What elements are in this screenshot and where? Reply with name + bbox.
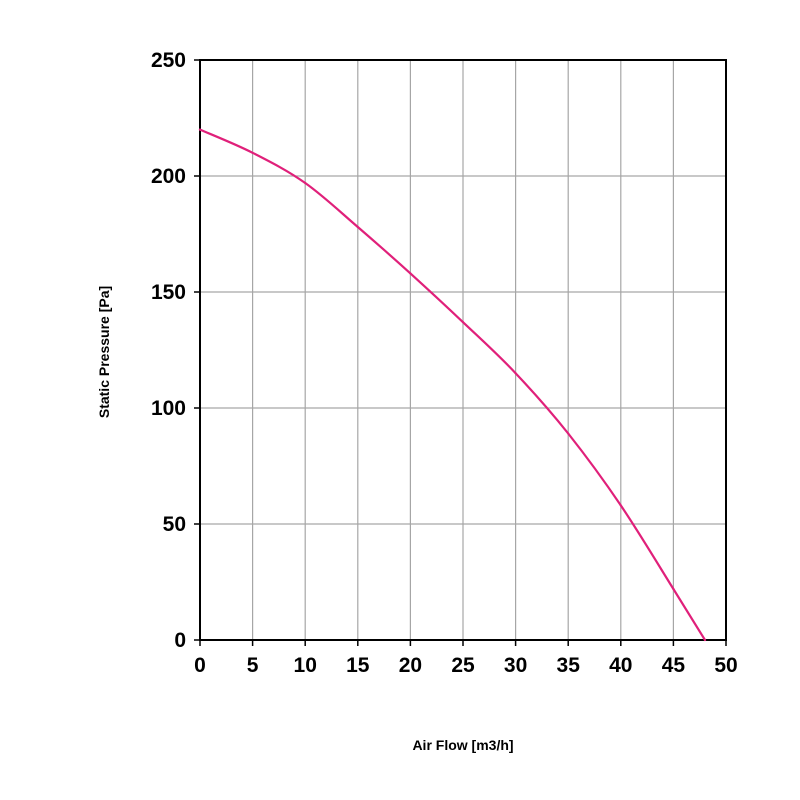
pressure-curve-point — [409, 272, 412, 275]
x-tick-label: 30 — [504, 654, 527, 677]
x-tick-label: 20 — [399, 654, 422, 677]
series-layer — [198, 128, 707, 642]
x-axis-title: Air Flow [m3/h] — [412, 737, 513, 753]
pressure-curve-line — [198, 128, 707, 642]
y-tick-label: 250 — [151, 49, 186, 72]
x-tick-label: 5 — [247, 654, 259, 677]
x-tick-label: 15 — [346, 654, 370, 677]
y-tick-label: 0 — [174, 629, 186, 652]
pressure-curve-point — [567, 432, 570, 435]
y-axis-title: Static Pressure [Pa] — [96, 286, 112, 418]
y-tick-label: 150 — [151, 281, 186, 304]
pressure-curve-point — [251, 151, 254, 154]
y-tick-label: 200 — [151, 165, 186, 188]
pressure-curve-point — [619, 504, 622, 507]
pressure-curve-point — [304, 181, 307, 185]
x-tick-label: 40 — [609, 654, 632, 677]
x-tick-label: 50 — [714, 654, 737, 677]
pressure-curve-point — [514, 372, 517, 375]
y-axis-ticks: 0 50 100 150 200 250 — [151, 49, 200, 652]
pressure-curve-point — [198, 128, 202, 131]
pressure-curve-point — [672, 587, 675, 591]
y-tick-label: 100 — [151, 397, 186, 420]
x-tick-label: 35 — [557, 654, 581, 677]
x-tick-label: 10 — [294, 654, 317, 677]
pressure-curve-point — [356, 225, 359, 229]
x-tick-label: 0 — [194, 654, 206, 677]
grid — [199, 59, 727, 641]
x-tick-label: 45 — [662, 654, 686, 677]
pressure-curve-point — [703, 638, 707, 642]
pressure-curve-point — [461, 321, 465, 324]
x-axis-ticks: 0 5 10 15 20 25 30 35 40 45 50 — [194, 640, 738, 677]
x-tick-label: 25 — [451, 654, 475, 677]
y-tick-label: 50 — [163, 513, 186, 536]
